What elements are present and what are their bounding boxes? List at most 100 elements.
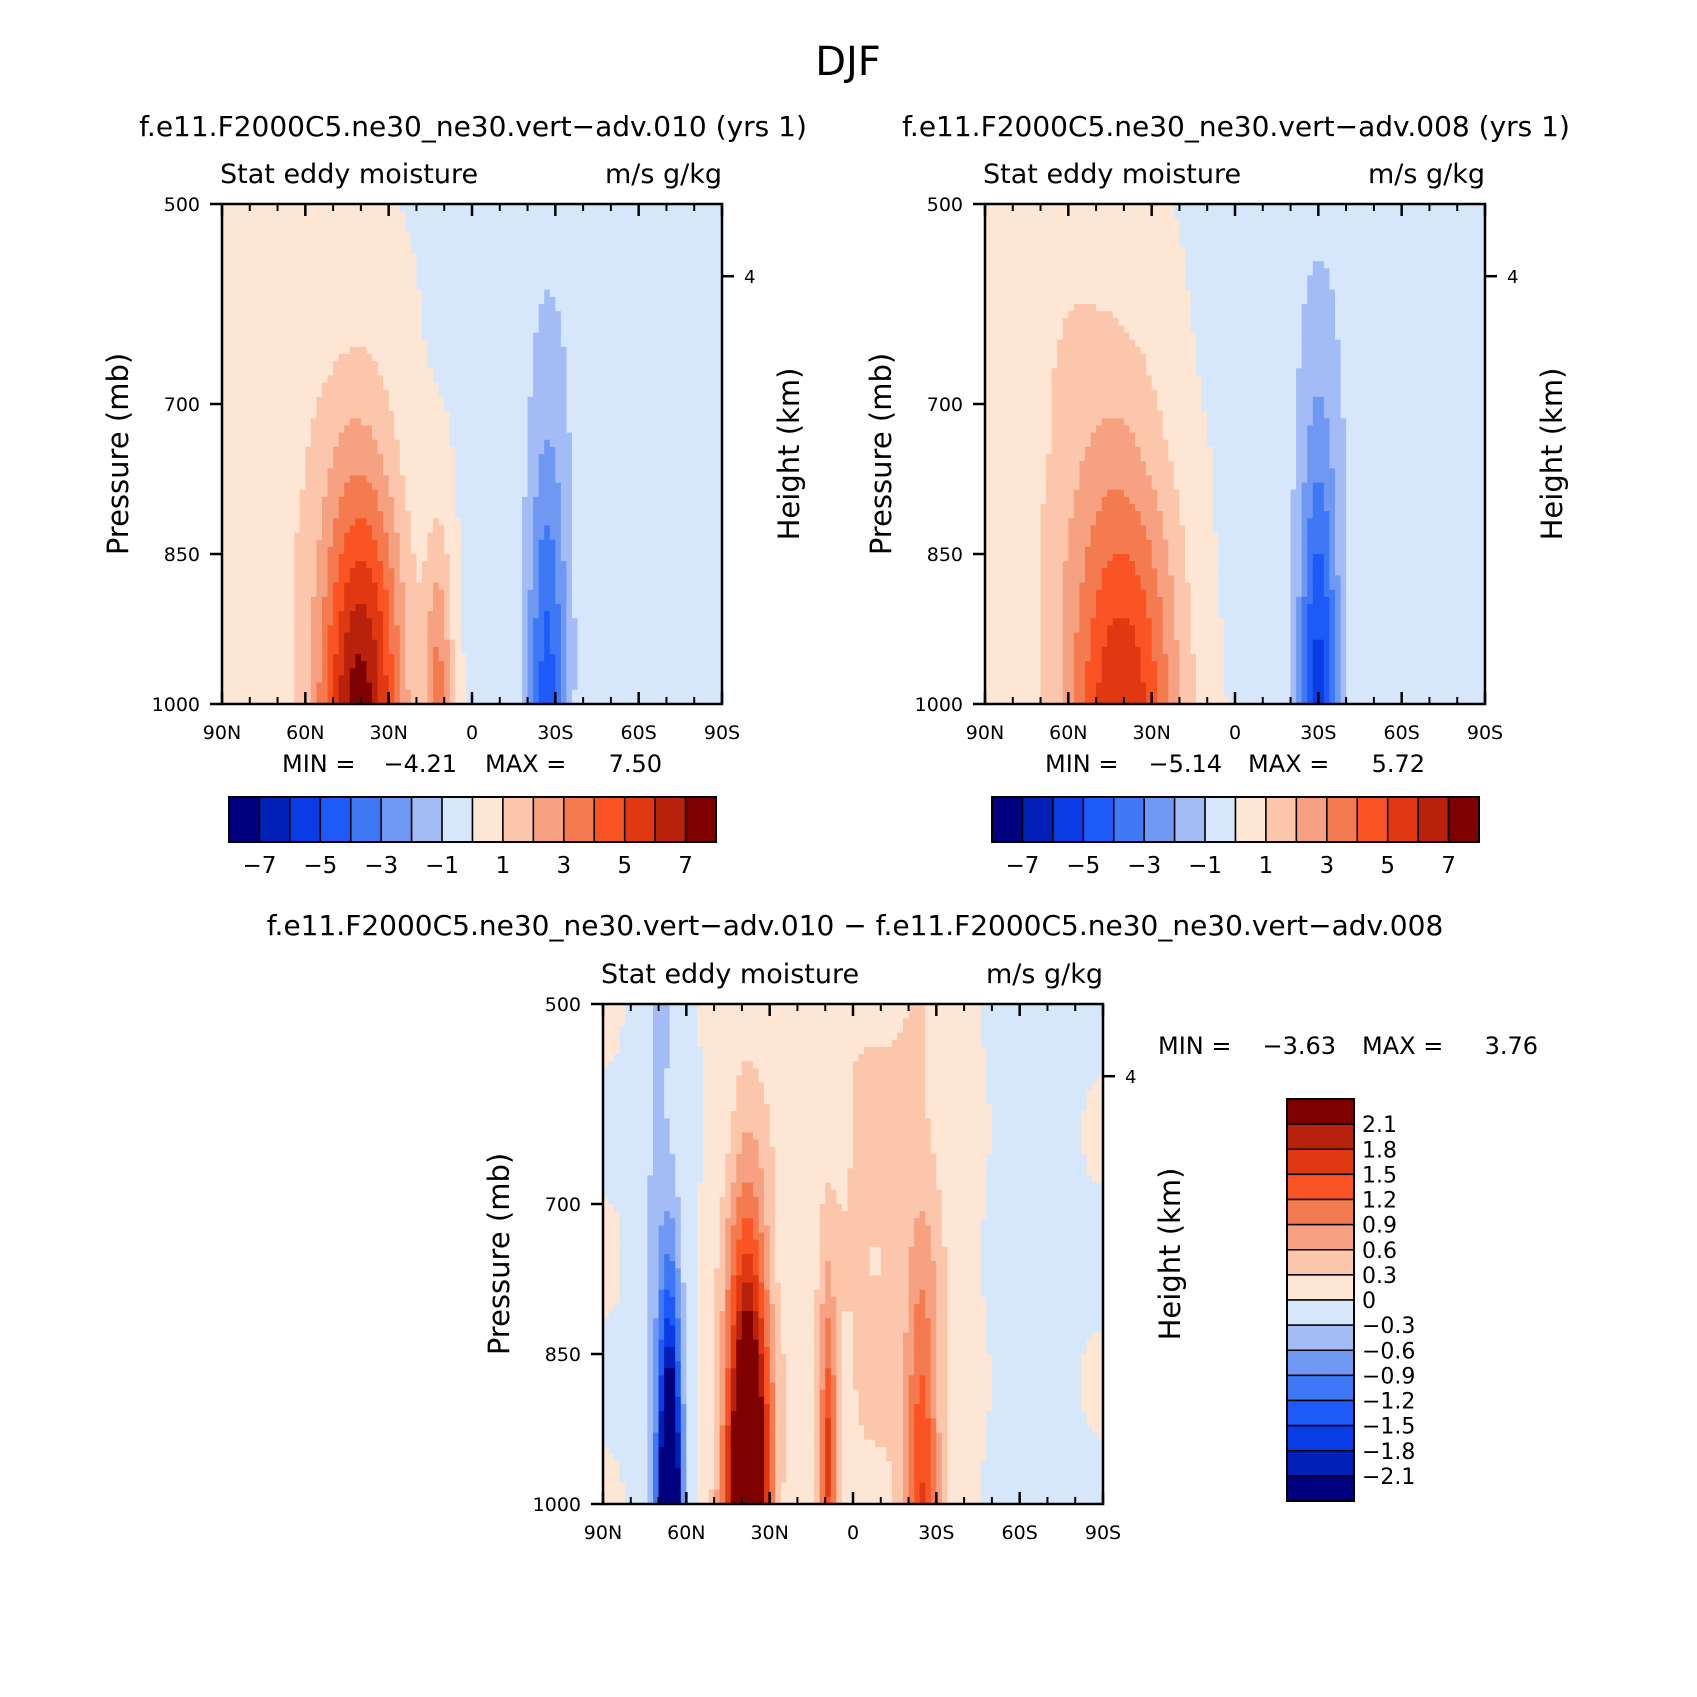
- contour-cell: [444, 275, 451, 284]
- contour-cell: [544, 589, 551, 598]
- contour-cell: [510, 561, 518, 569]
- contour-cell: [255, 225, 262, 234]
- contour-cell: [444, 532, 451, 541]
- contour-cell: [349, 518, 356, 527]
- contour-cell: [244, 475, 251, 484]
- contour-cell: [488, 575, 495, 584]
- contour-cell: [544, 389, 551, 398]
- contour-cell: [405, 511, 412, 519]
- contour-cell: [294, 439, 301, 448]
- contour-cell: [349, 532, 356, 541]
- contour-cell: [427, 218, 434, 227]
- contour-cell: [555, 646, 562, 655]
- contour-cell: [533, 375, 540, 384]
- contour-cell: [416, 354, 423, 362]
- contour-cell: [527, 404, 534, 412]
- contour-cell: [372, 332, 379, 341]
- contour-cell: [410, 475, 418, 484]
- contour-cell: [449, 461, 456, 469]
- contour-cell: [583, 311, 590, 319]
- contour-cell: [222, 396, 229, 405]
- contour-cell: [610, 211, 618, 219]
- contour-cell: [555, 446, 562, 455]
- contour-cell: [349, 575, 356, 584]
- contour-cell: [405, 204, 412, 212]
- contour-cell: [527, 354, 534, 362]
- contour-cell: [322, 311, 329, 319]
- contour-cell: [572, 661, 579, 669]
- contour-cell: [527, 289, 534, 298]
- contour-cell: [233, 411, 240, 419]
- contour-cell: [227, 511, 234, 519]
- contour-cell: [494, 675, 501, 684]
- contour-cell: [605, 575, 612, 584]
- contour-cell: [355, 568, 362, 577]
- contour-cell: [322, 639, 329, 648]
- contour-cell: [288, 204, 295, 212]
- contour-cell: [383, 568, 390, 577]
- contour-cell: [516, 596, 523, 605]
- contour-cell: [249, 446, 256, 455]
- contour-cell: [383, 304, 390, 312]
- contour-cell: [383, 361, 390, 369]
- contour-cell: [610, 675, 618, 684]
- contour-cell: [322, 239, 329, 248]
- contour-cell: [360, 596, 368, 605]
- contour-cell: [222, 475, 229, 484]
- contour-cell: [399, 411, 406, 419]
- contour-cell: [427, 489, 434, 498]
- contour-cell: [460, 689, 468, 698]
- contour-cell: [322, 518, 329, 527]
- contour-cell: [255, 304, 262, 312]
- contour-cell: [472, 311, 479, 319]
- contour-cell: [233, 289, 240, 298]
- contour-cell: [327, 239, 334, 248]
- contour-cell: [438, 496, 445, 505]
- contour-cell: [399, 696, 406, 705]
- contour-cell: [538, 268, 545, 277]
- contour-cell: [438, 425, 445, 434]
- contour-cell: [516, 461, 523, 469]
- contour-cell: [449, 482, 456, 491]
- contour-cell: [583, 604, 590, 612]
- contour-cell: [460, 311, 468, 319]
- contour-cell: [294, 604, 301, 612]
- contour-cell: [494, 489, 501, 498]
- contour-cell: [477, 261, 484, 269]
- contour-cell: [455, 696, 462, 705]
- contour-cell: [416, 561, 423, 569]
- contour-cell: [383, 339, 390, 348]
- contour-cell: [277, 446, 284, 455]
- contour-cell: [405, 461, 412, 469]
- contour-cell: [244, 304, 251, 312]
- contour-cell: [238, 468, 245, 477]
- contour-cell: [449, 611, 456, 619]
- contour-cell: [244, 546, 251, 555]
- contour-cell: [233, 689, 240, 698]
- contour-cell: [522, 518, 529, 527]
- contour-cell: [549, 532, 556, 541]
- contour-cell: [483, 589, 490, 598]
- contour-cell: [288, 311, 295, 319]
- contour-cell: [455, 289, 462, 298]
- contour-cell: [388, 596, 395, 605]
- contour-cell: [610, 389, 618, 398]
- contour-cell: [422, 239, 429, 248]
- contour-cell: [405, 246, 412, 255]
- contour-cell: [422, 261, 429, 269]
- contour-cell: [444, 325, 451, 334]
- contour-cell: [488, 482, 495, 491]
- contour-cell: [277, 254, 284, 262]
- contour-cell: [510, 325, 518, 334]
- contour-cell: [272, 496, 279, 505]
- contour-cell: [244, 239, 251, 248]
- contour-cell: [383, 596, 390, 605]
- contour-cell: [288, 225, 295, 234]
- contour-cell: [516, 325, 523, 334]
- contour-cell: [255, 589, 262, 598]
- contour-cell: [466, 425, 473, 434]
- contour-cell: [266, 418, 273, 427]
- contour-cell: [499, 325, 506, 334]
- contour-cell: [349, 546, 356, 555]
- contour-cell: [583, 232, 590, 241]
